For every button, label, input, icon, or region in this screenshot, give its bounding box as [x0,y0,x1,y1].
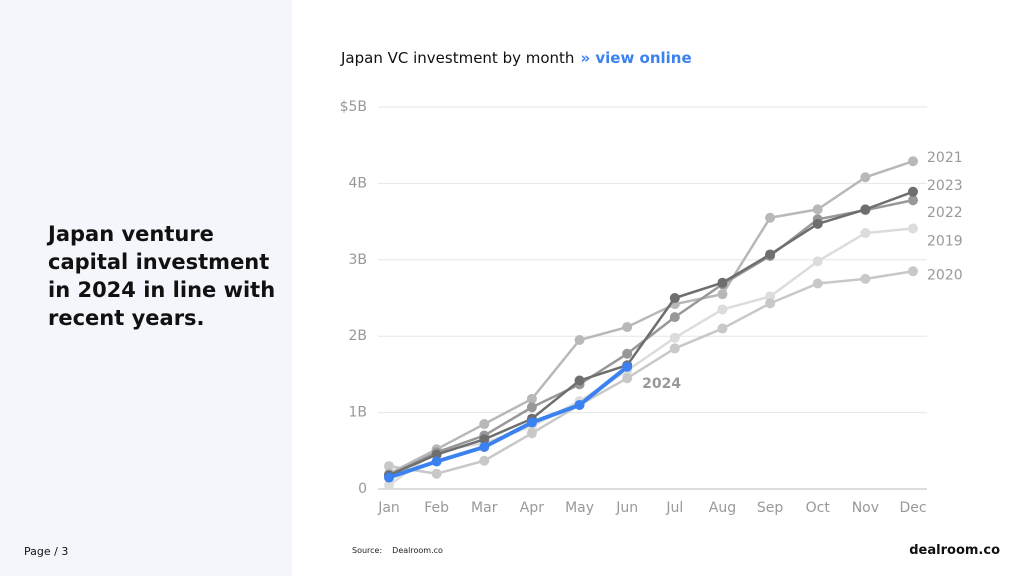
data-point [908,156,918,167]
y-tick-label: $5B [340,99,367,115]
x-tick-label: Oct [806,500,831,516]
x-tick-label: Jun [615,500,638,516]
data-point [860,228,871,239]
side-panel [0,0,292,576]
x-tick-label: Mar [471,500,498,516]
data-point [908,223,918,234]
data-point [812,204,823,215]
data-point [479,455,490,466]
series-line [388,270,914,475]
chart-title: Japan VC investment by month [341,49,575,67]
data-point [717,277,728,288]
x-tick-label: Feb [424,500,449,516]
series-label: 2022 [927,205,963,221]
x-tick-label: Jan [377,500,400,516]
data-point [812,256,823,267]
series-line [388,227,914,487]
data-point [765,212,776,223]
data-point [526,402,537,413]
data-point [526,428,537,439]
data-point [860,273,871,284]
series-label: 2023 [927,178,963,194]
y-tick-label: 4B [348,175,367,191]
view-online-link[interactable]: » view online [580,49,692,67]
data-point [765,291,776,302]
y-tick-label: 2B [348,328,367,344]
data-point [384,461,394,472]
series-label: 2020 [927,267,963,283]
y-tick-label: 3B [348,252,367,268]
data-point [908,266,918,277]
data-point [717,289,728,300]
series-label: 2024 [642,376,681,392]
data-point [765,298,776,309]
logo: dealroom.co [909,543,1000,558]
x-tick-label: Nov [852,500,879,516]
data-point [574,399,585,410]
page-number: Page / 3 [24,545,68,558]
data-point [812,218,823,229]
headline: Japan venture capital investment in 2024… [48,222,276,330]
chart-title-row: Japan VC investment by month » view onlin… [341,49,692,67]
data-point [908,186,918,197]
data-point [526,393,537,404]
series-label: 2021 [927,150,963,166]
data-point [431,449,442,460]
data-point [622,348,633,359]
data-point [622,322,633,333]
x-tick-label: Jul [665,500,683,516]
data-point [669,332,680,343]
y-tick-label: 1B [348,405,367,421]
data-point [860,204,871,215]
data-point [717,304,728,315]
y-tick-label: 0 [358,481,367,497]
data-point [669,293,680,303]
data-point [479,419,490,430]
data-point [526,417,537,428]
page-label: Page [24,545,51,558]
data-point [479,434,490,445]
data-point [384,472,394,483]
data-point [669,312,680,323]
data-point [574,335,585,346]
page-count: / 3 [54,545,69,558]
source-label: Source: [352,546,383,555]
source-value: Dealroom.co [392,546,443,555]
x-tick-label: Apr [520,500,544,516]
data-point [431,456,442,467]
data-point [431,468,442,479]
data-point [717,323,728,334]
series-label: 2019 [927,233,963,249]
data-point [384,480,394,491]
x-tick-label: Aug [709,500,736,516]
data-point [812,278,823,289]
x-tick-label: May [565,500,594,516]
series-line [388,198,914,477]
data-point [860,172,871,183]
source: Source: Dealroom.co [352,546,443,555]
series-line [388,365,629,480]
series-line [388,190,914,477]
data-point [669,343,680,354]
data-point [908,195,918,206]
data-point [574,375,585,386]
x-tick-label: Sep [757,500,784,516]
x-tick-label: Dec [899,500,926,516]
data-point [479,441,490,452]
data-point [622,361,633,372]
data-point [765,249,776,260]
series-line [388,160,914,475]
data-point [622,373,633,384]
